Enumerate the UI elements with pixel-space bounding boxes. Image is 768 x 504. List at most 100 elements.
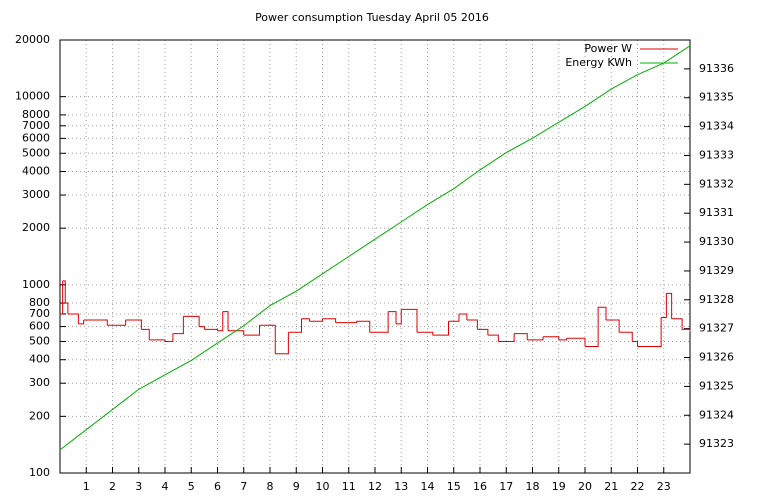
y2-tick-label: 91334	[699, 120, 734, 133]
power-step	[141, 328, 150, 340]
power-step	[228, 330, 245, 336]
legend-label: Power W	[584, 42, 632, 55]
plot-frame	[59, 39, 691, 474]
y2-tick-label: 91335	[699, 91, 734, 104]
y-tick-label: 5000	[22, 146, 50, 159]
power-step	[67, 313, 79, 324]
y2-tick-label: 91336	[699, 62, 734, 75]
y-tick-label: 6000	[22, 131, 50, 144]
power-step	[661, 293, 667, 319]
y-tick-label: 100	[29, 466, 50, 479]
power-step	[666, 292, 673, 319]
power-step	[401, 308, 418, 333]
y-tick-label: 700	[29, 307, 50, 320]
y-tick-label: 7000	[22, 119, 50, 132]
power-step	[243, 325, 260, 336]
power-step	[60, 280, 64, 315]
x-tick-label: 13	[394, 480, 408, 493]
power-step	[301, 318, 310, 322]
power-step	[417, 331, 434, 336]
x-tick-label: 10	[316, 480, 330, 493]
y-tick-label: 20000	[15, 33, 50, 46]
power-step	[199, 326, 205, 330]
y2-tick-label: 91328	[699, 293, 734, 306]
power-step	[432, 321, 449, 336]
power-step	[183, 315, 200, 327]
x-tick-label: 22	[631, 480, 645, 493]
x-tick-label: 9	[293, 480, 300, 493]
x-tick-label: 21	[604, 480, 618, 493]
x-tick-label: 5	[188, 480, 195, 493]
y2-tick-label: 91329	[699, 264, 734, 277]
y-tick-label: 1000	[22, 278, 50, 291]
y-tick-label: 3000	[22, 188, 50, 201]
y2-tick-label: 91327	[699, 322, 734, 335]
x-tick-label: 1	[83, 480, 90, 493]
y2-tick-label: 91325	[699, 379, 734, 392]
power-step	[558, 338, 568, 341]
power-step	[149, 339, 166, 342]
y-tick-label: 600	[29, 320, 50, 333]
y2-tick-label: 91324	[699, 408, 734, 421]
power-step	[356, 320, 371, 333]
power-step	[477, 328, 489, 336]
power-step	[632, 340, 638, 347]
power-step	[322, 318, 337, 323]
y-tick-label: 200	[29, 409, 50, 422]
power-step	[487, 334, 499, 342]
x-tick-label: 15	[447, 480, 461, 493]
power-step	[396, 309, 402, 325]
x-tick-label: 20	[578, 480, 592, 493]
y2-tick-label: 91332	[699, 177, 734, 190]
power-step	[466, 319, 478, 330]
power-step	[637, 317, 662, 348]
power-step	[275, 332, 289, 355]
x-tick-label: 16	[473, 480, 487, 493]
x-tick-label: 12	[368, 480, 382, 493]
power-step	[78, 320, 85, 325]
power-step	[125, 319, 142, 330]
chart-title: Power consumption Tuesday April 05 2016	[255, 11, 489, 24]
y-tick-label: 2000	[22, 221, 50, 234]
power-step	[222, 311, 229, 331]
y-tick-label: 4000	[22, 165, 50, 178]
power-step	[606, 319, 620, 333]
x-tick-label: 23	[657, 480, 671, 493]
y-tick-label: 400	[29, 353, 50, 366]
x-tick-label: 8	[267, 480, 274, 493]
y2-tick-label: 91330	[699, 235, 734, 248]
y-tick-label: 10000	[15, 90, 50, 103]
x-tick-label: 19	[552, 480, 566, 493]
x-tick-label: 7	[240, 480, 247, 493]
power-step	[585, 307, 599, 348]
power-step	[204, 328, 218, 331]
y2-tick-label: 91323	[699, 437, 734, 450]
power-step	[259, 324, 276, 354]
power-step	[619, 331, 633, 342]
power-step	[172, 316, 184, 335]
power-step	[459, 313, 468, 321]
y2-tick-label: 91331	[699, 206, 734, 219]
x-tick-label: 18	[526, 480, 540, 493]
y-tick-label: 500	[29, 334, 50, 347]
power-step	[388, 311, 397, 324]
y-tick-label: 800	[29, 296, 50, 309]
x-tick-label: 4	[162, 480, 169, 493]
power-step	[514, 333, 528, 340]
power-step	[335, 321, 358, 324]
y-tick-label: 8000	[22, 108, 50, 121]
power-step	[682, 328, 691, 333]
x-tick-label: 2	[109, 480, 116, 493]
x-tick-label: 11	[342, 480, 356, 493]
power-step	[598, 306, 607, 321]
power-step	[671, 318, 683, 330]
y-tick-label: 300	[29, 376, 50, 389]
power-step	[369, 311, 389, 333]
power-step	[543, 336, 560, 340]
power-step	[288, 318, 302, 333]
power-step	[566, 337, 586, 347]
power-step	[107, 320, 127, 326]
power-step	[498, 333, 515, 342]
legend-label: Energy KWh	[565, 56, 632, 69]
